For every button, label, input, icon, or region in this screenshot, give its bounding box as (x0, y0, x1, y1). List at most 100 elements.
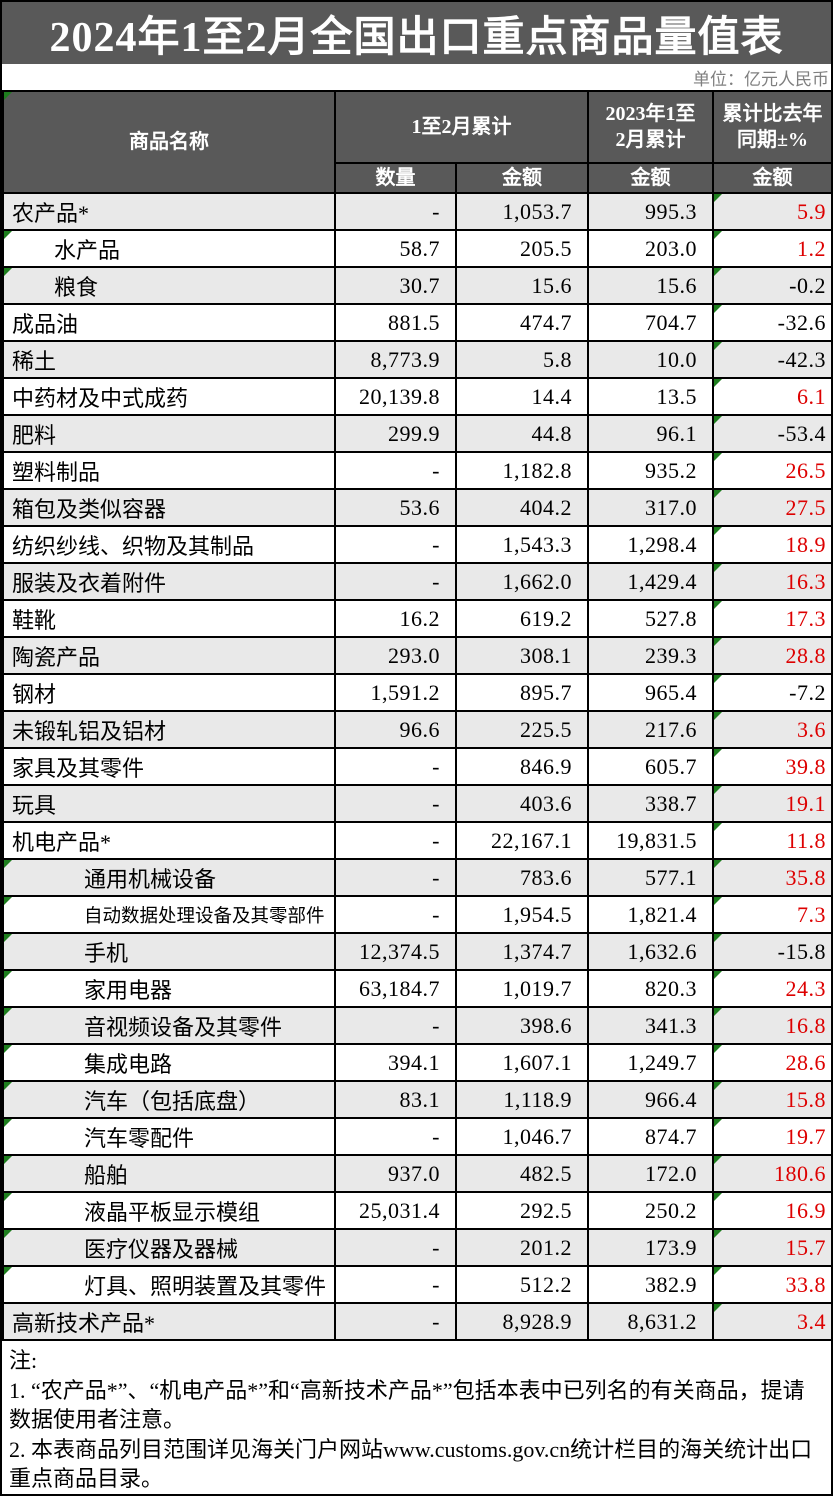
prev-period-group-header: 2023年1至2月累计 (587, 90, 714, 164)
yoy-cell: 3.6 (712, 710, 831, 749)
yoy-cell: 16.9 (712, 1191, 831, 1230)
yoy-value: 24.3 (785, 975, 826, 1001)
table-row: 稀土 8,773.9 5.8 10.0 -42.3 (2, 340, 831, 379)
cell-corner-marker-icon (5, 1009, 12, 1016)
product-name-cell: 灯具、照明装置及其零件 (2, 1265, 336, 1304)
table-row: 机电产品* - 22,167.1 19,831.5 11.8 (2, 821, 831, 860)
table-row: 家具及其零件 - 846.9 605.7 39.8 (2, 747, 831, 786)
table-row: 箱包及类似容器 53.6 404.2 317.0 27.5 (2, 488, 831, 527)
product-name-cell: 钢材 (2, 673, 336, 712)
amount-cell: 1,374.7 (455, 932, 589, 971)
prev-amount-cell: 250.2 (587, 1191, 714, 1230)
table-row: 灯具、照明装置及其零件 - 512.2 382.9 33.8 (2, 1265, 831, 1304)
yoy-cell: 26.5 (712, 451, 831, 490)
amount-cell: 44.8 (455, 414, 589, 453)
table-row: 水产品 58.7 205.5 203.0 1.2 (2, 229, 831, 268)
table-row: 船舶 937.0 482.5 172.0 180.6 (2, 1154, 831, 1193)
cell-corner-marker-icon (715, 1305, 722, 1312)
table-row: 塑料制品 - 1,182.8 935.2 26.5 (2, 451, 831, 490)
quantity-cell: - (334, 1265, 457, 1304)
amount-cell: 201.2 (455, 1228, 589, 1267)
yoy-value: 39.8 (785, 753, 826, 779)
amount-cell: 1,019.7 (455, 969, 589, 1008)
yoy-cell: 180.6 (712, 1154, 831, 1193)
amount-cell: 1,543.3 (455, 525, 589, 564)
product-name-cell: 家具及其零件 (2, 747, 336, 786)
yoy-cell: 39.8 (712, 747, 831, 786)
prev-amount-cell: 172.0 (587, 1154, 714, 1193)
product-name-cell: 高新技术产品* (2, 1302, 336, 1341)
product-name-cell: 鞋靴 (2, 599, 336, 638)
table-row: 成品油 881.5 474.7 704.7 -32.6 (2, 303, 831, 342)
product-name: 钢材 (12, 681, 57, 707)
product-name-cell: 未锻轧铝及铝材 (2, 710, 336, 749)
note-heading: 注: (9, 1348, 38, 1373)
cell-corner-marker-icon (715, 787, 722, 794)
product-name: 通用机械设备 (84, 866, 217, 892)
yoy-cell: 28.8 (712, 636, 831, 675)
product-name-cell: 水产品 (2, 229, 336, 268)
yoy-value: 1.2 (797, 235, 826, 261)
yoy-cell: 17.3 (712, 599, 831, 638)
table-row: 钢材 1,591.2 895.7 965.4 -7.2 (2, 673, 831, 712)
prev-amount-cell: 217.6 (587, 710, 714, 749)
product-name-cell: 农产品* (2, 192, 336, 231)
prev-amount-cell: 1,298.4 (587, 525, 714, 564)
table-row: 玩具 - 403.6 338.7 19.1 (2, 784, 831, 823)
cell-corner-marker-icon (5, 1157, 12, 1164)
prev-amount-cell: 527.8 (587, 599, 714, 638)
product-name-cell: 陶瓷产品 (2, 636, 336, 675)
product-name: 手机 (84, 940, 129, 966)
page-title: 2024年1至2月全国出口重点商品量值表 (49, 14, 784, 61)
product-name-cell: 液晶平板显示模组 (2, 1191, 336, 1230)
product-name-cell: 肥料 (2, 414, 336, 453)
table-row: 音视频设备及其零件 - 398.6 341.3 16.8 (2, 1006, 831, 1045)
product-name-cell: 家用电器 (2, 969, 336, 1008)
yoy-cell: -7.2 (712, 673, 831, 712)
amount-cell: 1,954.5 (455, 895, 589, 934)
product-name: 汽车零配件 (84, 1125, 195, 1151)
yoy-value: 19.1 (785, 790, 826, 816)
prev-amount-cell: 382.9 (587, 1265, 714, 1304)
product-name: 箱包及类似容器 (12, 496, 167, 522)
cell-corner-marker-icon (5, 1268, 12, 1275)
cell-corner-marker-icon (5, 935, 12, 942)
product-name-cell: 稀土 (2, 340, 336, 379)
cell-corner-marker-icon (5, 898, 12, 905)
cell-corner-marker-icon (715, 1231, 722, 1238)
table-row: 汽车（包括底盘） 83.1 1,118.9 966.4 15.8 (2, 1080, 831, 1119)
cell-corner-marker-icon (715, 972, 722, 979)
amount-cell: 15.6 (455, 266, 589, 305)
yoy-cell: 19.7 (712, 1117, 831, 1156)
yoy-value: 27.5 (785, 494, 826, 520)
amount-column-header: 金额 (455, 162, 589, 194)
yoy-value: 16.8 (785, 1012, 826, 1038)
cell-corner-marker-icon (715, 898, 722, 905)
cell-corner-marker-icon (5, 1083, 12, 1090)
quantity-column-header: 数量 (334, 162, 457, 194)
cell-corner-marker-icon (715, 1009, 722, 1016)
quantity-cell: 53.6 (334, 488, 457, 527)
product-name: 机电产品* (12, 829, 112, 855)
quantity-cell: - (334, 1006, 457, 1045)
amount-cell: 398.6 (455, 1006, 589, 1045)
cell-corner-marker-icon (715, 1194, 722, 1201)
quantity-cell: - (334, 562, 457, 601)
quantity-cell: 881.5 (334, 303, 457, 342)
yoy-cell: -53.4 (712, 414, 831, 453)
cell-corner-marker-icon (715, 454, 722, 461)
yoy-cell: 15.7 (712, 1228, 831, 1267)
yoy-value: 5.9 (797, 198, 826, 224)
product-name: 玩具 (12, 792, 57, 818)
table-row: 鞋靴 16.2 619.2 527.8 17.3 (2, 599, 831, 638)
quantity-cell: 30.7 (334, 266, 457, 305)
cell-corner-marker-icon (715, 1083, 722, 1090)
quantity-cell: - (334, 858, 457, 897)
yoy-cell: 35.8 (712, 858, 831, 897)
table-body: 农产品* - 1,053.7 995.3 5.9 水产品 58.7 205.5 … (2, 192, 831, 1341)
prev-amount-cell: 1,249.7 (587, 1043, 714, 1082)
product-name-cell: 自动数据处理设备及其零部件 (2, 895, 336, 934)
quantity-cell: - (334, 525, 457, 564)
prev-amount-cell: 1,429.4 (587, 562, 714, 601)
prev-amount-cell: 1,821.4 (587, 895, 714, 934)
